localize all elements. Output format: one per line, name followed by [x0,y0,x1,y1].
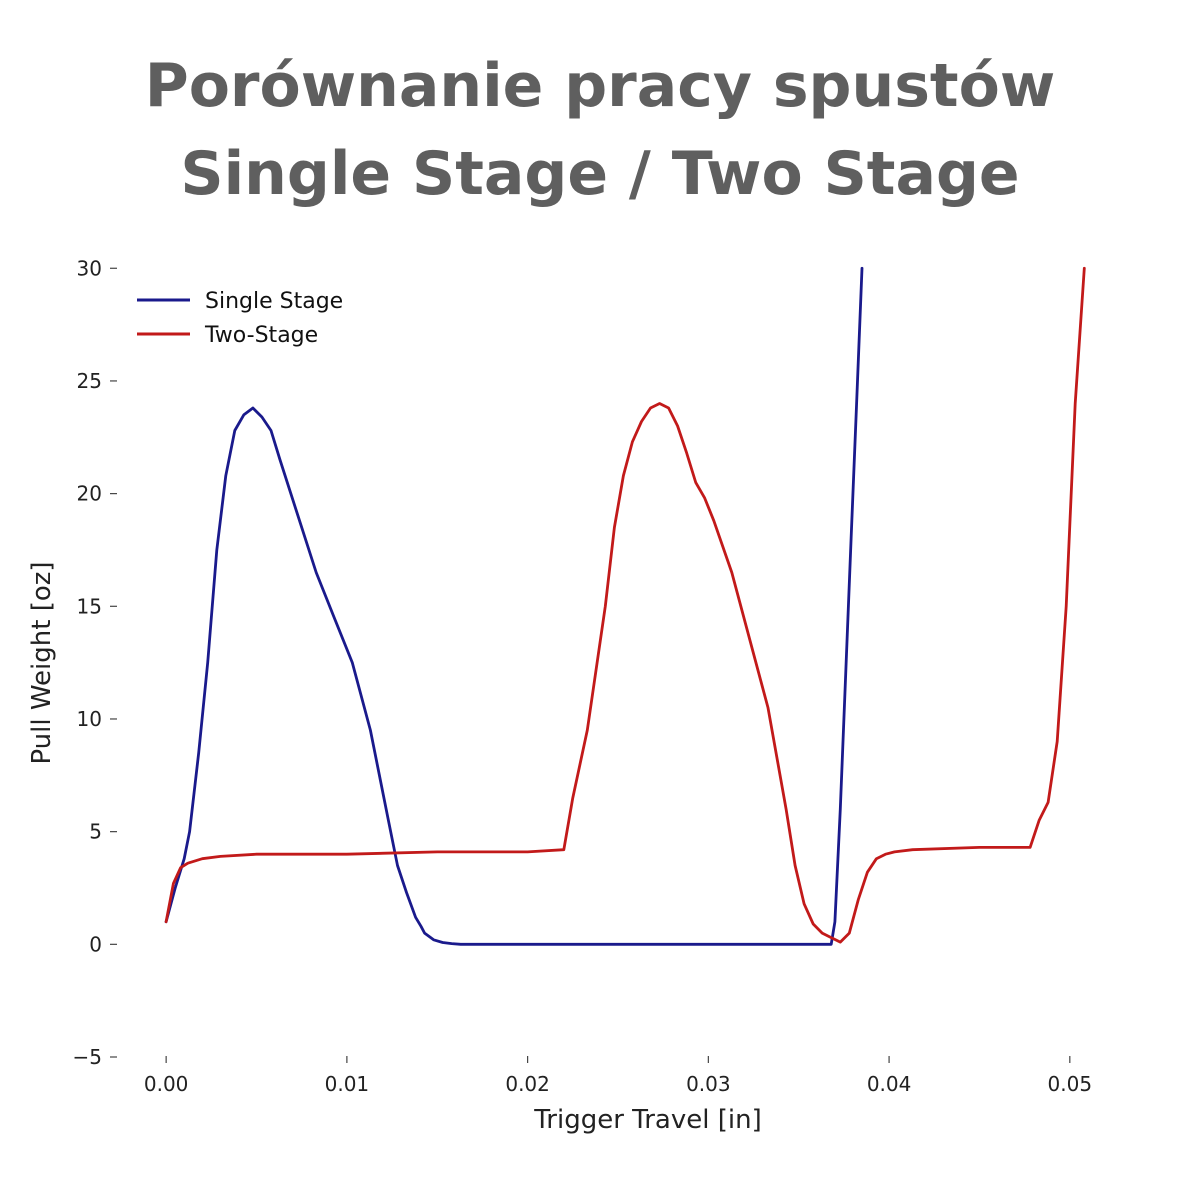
legend-label: Two-Stage [204,323,318,348]
plot-area [164,266,1086,946]
y-tick-label: 10 [77,707,102,731]
y-axis-label: Pull Weight [oz] [27,561,57,764]
y-tick-label: 0 [89,932,102,956]
chart-title: Porównanie pracy spustów Single Stage / … [0,42,1200,218]
series-line-single-stage [164,266,864,946]
y-tick-label: −5 [73,1045,102,1069]
x-tick-label: 0.03 [686,1072,731,1096]
x-axis: 0.00 0.01 0.02 0.03 0.04 0.05 [144,1056,1092,1096]
series-line-two-stage [164,266,1086,944]
y-tick-label: 30 [77,256,102,280]
y-tick-label: 5 [89,820,102,844]
legend: Single Stage Two-Stage [137,289,343,348]
x-tick-label: 0.02 [505,1072,550,1096]
chart-title-line-2: Single Stage / Two Stage [180,139,1020,209]
x-tick-label: 0.00 [144,1072,189,1096]
legend-label: Single Stage [205,289,343,314]
y-tick-label: 15 [77,594,102,618]
x-axis-label: Trigger Travel [in] [533,1105,761,1135]
y-axis: −5 0 5 10 15 20 25 30 [73,256,117,1069]
x-tick-label: 0.04 [867,1072,912,1096]
x-tick-label: 0.05 [1048,1072,1093,1096]
y-tick-label: 20 [77,482,102,506]
x-tick-label: 0.01 [325,1072,370,1096]
chart-title-line-1: Porównanie pracy spustów [144,51,1056,121]
y-tick-label: 25 [77,369,102,393]
